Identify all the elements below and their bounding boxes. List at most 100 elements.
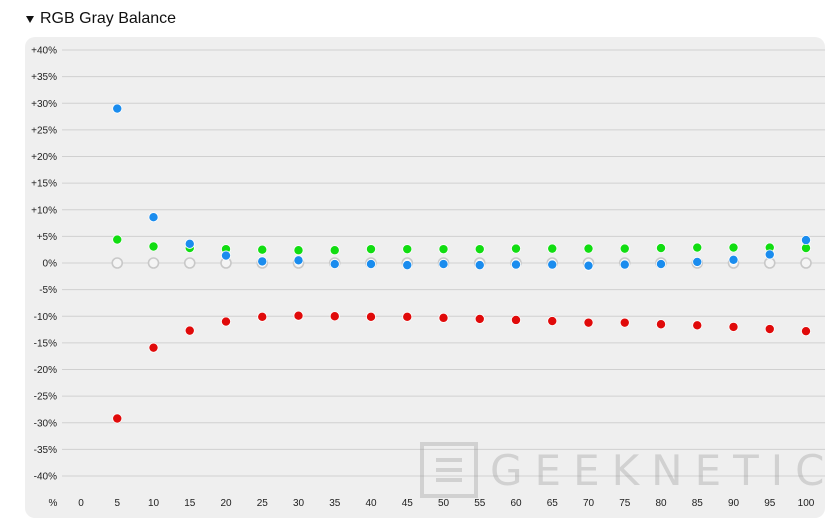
caret-down-icon[interactable]: [26, 16, 34, 23]
data-point-red: [112, 413, 123, 424]
data-point-reference: [800, 257, 812, 269]
data-point-green: [438, 244, 449, 255]
data-point-red: [220, 316, 231, 327]
y-tick-label: +35%: [31, 72, 57, 83]
y-tick-label: 0%: [43, 259, 58, 270]
x-unit-label: %: [49, 498, 58, 509]
data-point-red: [402, 311, 413, 322]
x-tick-label: 5: [114, 498, 120, 509]
data-point-green: [257, 244, 268, 255]
y-tick-label: +40%: [31, 46, 57, 57]
data-point-blue: [329, 259, 340, 270]
data-point-red: [583, 317, 594, 328]
data-point-red: [365, 311, 376, 322]
y-tick-label: +30%: [31, 99, 57, 110]
x-tick-label: 45: [402, 498, 414, 509]
x-tick-label: 55: [474, 498, 486, 509]
data-point-blue: [184, 238, 195, 249]
data-point-reference: [111, 257, 124, 269]
data-point-reference: [763, 257, 776, 269]
data-point-reference: [147, 257, 160, 269]
data-point-blue: [220, 250, 231, 261]
x-tick-label: 90: [728, 498, 740, 509]
data-point-green: [402, 244, 413, 255]
data-point-blue: [583, 260, 594, 271]
data-point-green: [692, 242, 703, 253]
data-point-blue: [112, 103, 123, 114]
data-point-green: [148, 241, 159, 252]
x-tick-label: 15: [184, 498, 196, 509]
x-tick-label: 40: [365, 498, 377, 509]
data-point-red: [692, 320, 703, 331]
data-point-red: [148, 342, 159, 353]
y-tick-label: -25%: [34, 392, 57, 403]
data-point-red: [329, 311, 340, 322]
x-tick-label: 70: [583, 498, 595, 509]
data-point-blue: [656, 259, 667, 270]
data-point-blue: [438, 259, 449, 270]
data-point-green: [728, 242, 739, 253]
data-point-blue: [148, 212, 159, 223]
data-point-reference: [183, 257, 196, 269]
x-tick-label: 0: [78, 498, 84, 509]
series-red: [112, 310, 812, 424]
chart-panel: [25, 37, 825, 518]
data-point-red: [257, 311, 268, 322]
y-tick-label: -10%: [34, 312, 57, 323]
x-tick-label: 25: [257, 498, 269, 509]
data-point-red: [293, 310, 304, 321]
data-point-blue: [801, 235, 812, 246]
data-point-blue: [692, 256, 703, 267]
data-point-green: [112, 234, 123, 245]
data-point-red: [619, 317, 630, 328]
x-axis-ticks: % 0 5 10 15 20 25 30 35 40 45 50 55 60 65 70 75 80 85 90 95 1…: [49, 498, 815, 509]
data-point-blue: [510, 259, 521, 270]
data-point-red: [510, 314, 521, 325]
data-point-blue: [764, 249, 775, 260]
data-point-green: [365, 244, 376, 255]
x-tick-label: 85: [692, 498, 704, 509]
data-point-green: [293, 245, 304, 256]
y-tick-label: -20%: [34, 365, 57, 376]
y-tick-label: +10%: [31, 205, 57, 216]
data-point-green: [329, 245, 340, 256]
data-point-green: [583, 243, 594, 254]
y-tick-label: -30%: [34, 418, 57, 429]
y-tick-label: -15%: [34, 338, 57, 349]
data-point-green: [656, 243, 667, 254]
y-tick-label: -40%: [34, 472, 57, 483]
data-point-red: [184, 325, 195, 336]
data-point-red: [474, 313, 485, 324]
x-tick-label: 35: [329, 498, 341, 509]
data-point-red: [801, 326, 812, 337]
y-tick-label: +25%: [31, 125, 57, 136]
data-point-red: [764, 324, 775, 335]
data-point-red: [656, 319, 667, 330]
x-tick-label: 95: [764, 498, 776, 509]
section-header[interactable]: RGB Gray Balance: [26, 9, 176, 29]
x-tick-label: 60: [510, 498, 522, 509]
x-tick-label: 75: [619, 498, 631, 509]
y-tick-label: +20%: [31, 152, 57, 163]
x-tick-label: 80: [655, 498, 667, 509]
y-axis-ticks: +40% +35% +30% +25% +20% +15% +10% +5% 0% -5% -10%…: [31, 46, 57, 483]
data-point-green: [619, 243, 630, 254]
data-point-red: [728, 321, 739, 332]
data-point-blue: [293, 255, 304, 266]
series-green: [112, 234, 812, 256]
data-point-blue: [402, 260, 413, 271]
data-point-blue: [619, 259, 630, 270]
data-point-red: [438, 312, 449, 323]
data-point-blue: [547, 259, 558, 270]
data-point-green: [510, 243, 521, 254]
data-point-green: [474, 244, 485, 255]
x-tick-label: 20: [220, 498, 232, 509]
chart-title: RGB Gray Balance: [40, 10, 177, 27]
data-point-blue: [257, 256, 268, 267]
x-tick-label: 30: [293, 498, 305, 509]
data-point-red: [547, 316, 558, 327]
x-tick-label: 10: [148, 498, 160, 509]
y-tick-label: +15%: [31, 179, 57, 190]
data-point-blue: [474, 260, 485, 271]
